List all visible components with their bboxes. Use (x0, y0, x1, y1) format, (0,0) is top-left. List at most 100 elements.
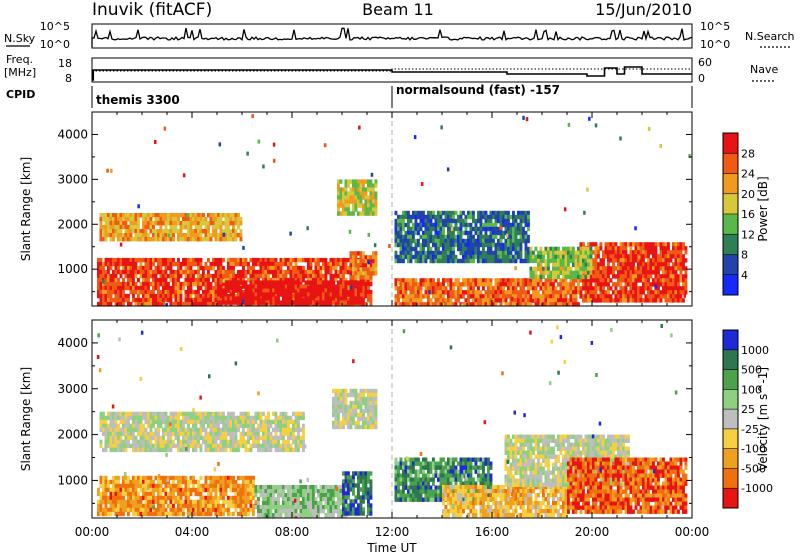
heatmap-cell (457, 290, 460, 295)
heatmap-cell (399, 226, 403, 232)
heatmap-cell (184, 213, 188, 218)
heatmap-cell (252, 277, 255, 283)
heatmap-cell (447, 294, 450, 299)
heatmap-cell (244, 475, 248, 481)
heatmap-cell (369, 293, 373, 299)
heatmap-cell (362, 289, 365, 295)
heatmap-cell (104, 257, 108, 263)
heatmap-cell (587, 286, 590, 291)
heatmap-cell (137, 443, 140, 449)
heatmap-cell (252, 491, 255, 497)
heatmap-cell (597, 254, 600, 259)
heatmap-cell (549, 250, 553, 256)
heatmap-cell (164, 297, 168, 303)
heatmap-cell (269, 505, 273, 510)
heatmap-cell (114, 447, 118, 453)
heatmap-cell (559, 298, 563, 303)
heatmap-cell (162, 257, 165, 263)
heatmap-cell (517, 278, 520, 283)
heatmap-cell (239, 285, 243, 291)
heatmap-cell (419, 258, 423, 264)
heatmap-cell (567, 250, 570, 256)
heatmap-cell (639, 286, 643, 291)
heatmap-cell (552, 290, 555, 295)
heatmap-cell (97, 265, 100, 271)
heatmap-cell (454, 226, 458, 232)
heatmap-cell (469, 238, 473, 244)
heatmap-cell (417, 282, 420, 287)
heatmap-cell (462, 210, 465, 216)
heatmap-cell (317, 280, 320, 285)
heatmap-cell (222, 475, 225, 481)
heatmap-cell (142, 427, 145, 433)
heatmap-cell (359, 284, 363, 289)
heatmap-cell (504, 238, 508, 244)
heatmap-cell (413, 135, 417, 140)
heatmap-cell (317, 509, 320, 514)
heatmap-cell (99, 281, 103, 287)
heatmap-cell (622, 286, 625, 291)
heatmap-cell (242, 507, 245, 513)
heatmap-cell (267, 273, 270, 279)
heatmap-cell (444, 302, 448, 306)
heatmap-cell (429, 298, 433, 303)
heatmap-cell (462, 254, 465, 260)
heatmap-cell (339, 203, 343, 208)
heatmap-cell (194, 269, 198, 275)
heatmap-cell (294, 292, 298, 297)
heatmap-cell (348, 229, 352, 234)
heatmap-cell (117, 265, 120, 271)
heatmap-cell (237, 217, 240, 222)
heatmap-cell (559, 286, 563, 291)
heatmap-cell (432, 282, 435, 287)
heatmap-cell (667, 270, 670, 275)
heatmap-cell (124, 233, 128, 238)
heatmap-cell (569, 266, 573, 272)
heatmap-cell (142, 229, 145, 234)
heatmap-cell (634, 246, 638, 251)
heatmap-cell (289, 497, 293, 502)
heatmap-cell (287, 280, 290, 285)
heatmap-cell (112, 269, 115, 275)
heatmap-cell (242, 511, 245, 517)
heatmap-cell (174, 277, 178, 283)
heatmap-cell (114, 415, 118, 421)
heatmap-cell (327, 497, 330, 502)
heatmap-cell (114, 233, 118, 238)
heatmap-cell (202, 511, 205, 517)
heatmap-cell (412, 230, 415, 236)
heatmap-cell (239, 483, 243, 489)
heatmap-cell (449, 246, 453, 252)
heatmap-cell (324, 277, 328, 283)
heatmap-cell (149, 273, 153, 279)
heatmap-cell (224, 483, 228, 489)
heatmap-cell (169, 495, 173, 501)
heatmap-cell (212, 293, 215, 299)
heatmap-cell (144, 265, 148, 271)
heatmap-cell (449, 290, 453, 295)
heatmap-cell (567, 122, 571, 127)
heatmap-cell (222, 288, 225, 293)
heatmap-cell (127, 293, 130, 299)
heatmap-cell (372, 207, 375, 212)
heatmap-cell (297, 505, 300, 510)
heatmap-cell (159, 475, 163, 481)
heatmap-cell (549, 294, 553, 299)
heatmap-cell (312, 300, 315, 305)
heatmap-cell (144, 213, 148, 218)
heatmap-cell (259, 288, 263, 293)
heatmap-cell (622, 266, 625, 271)
heatmap-cell (224, 269, 228, 275)
heatmap-cell (534, 298, 538, 303)
heatmap-cell (624, 266, 628, 271)
heatmap-cell (359, 203, 363, 208)
heatmap-cell (99, 273, 103, 279)
heatmap-cell (282, 501, 285, 506)
heatmap-cell (169, 475, 173, 481)
heatmap-cell (324, 265, 328, 271)
heatmap-cell (427, 210, 430, 216)
heatmap-cell (207, 277, 210, 283)
heatmap-cell (664, 286, 668, 291)
heatmap-cell (279, 261, 283, 267)
heatmap-cell (374, 263, 378, 268)
